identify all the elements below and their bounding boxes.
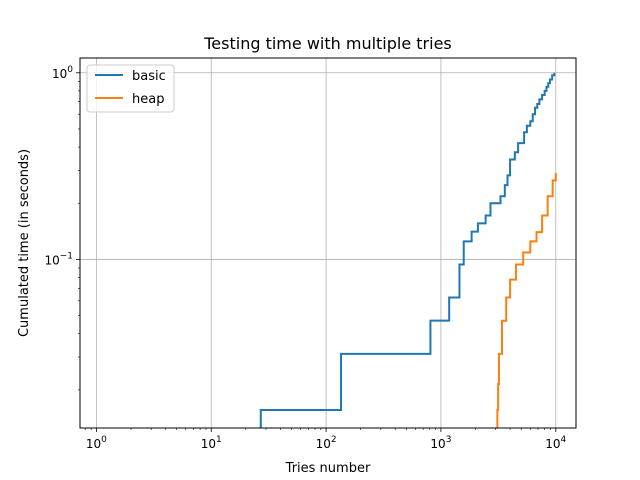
series-layer <box>259 72 557 428</box>
axis-ticks: 100 101 102 103 104 10−1 100 <box>44 65 566 451</box>
legend-label-basic: basic <box>132 69 166 84</box>
y-axis-label: Cumulated time (in seconds) <box>17 149 32 337</box>
x-tick-label: 101 <box>201 435 222 451</box>
grid-lines <box>80 58 576 428</box>
x-tick-label: 100 <box>86 435 107 451</box>
chart-title: Testing time with multiple tries <box>203 34 452 53</box>
series-line-heap <box>496 173 557 428</box>
x-tick-label: 104 <box>545 435 566 451</box>
y-tick-label: 10−1 <box>44 251 73 267</box>
x-axis-label: Tries number <box>285 461 371 476</box>
legend: basic heap <box>86 64 175 113</box>
legend-box <box>86 64 175 113</box>
plot-frame <box>79 57 577 429</box>
y-tick-label: 100 <box>52 65 73 81</box>
x-tick-label: 102 <box>316 435 337 451</box>
x-tick-label: 103 <box>430 435 451 451</box>
series-line-basic <box>259 72 556 428</box>
legend-label-heap: heap <box>132 92 164 107</box>
